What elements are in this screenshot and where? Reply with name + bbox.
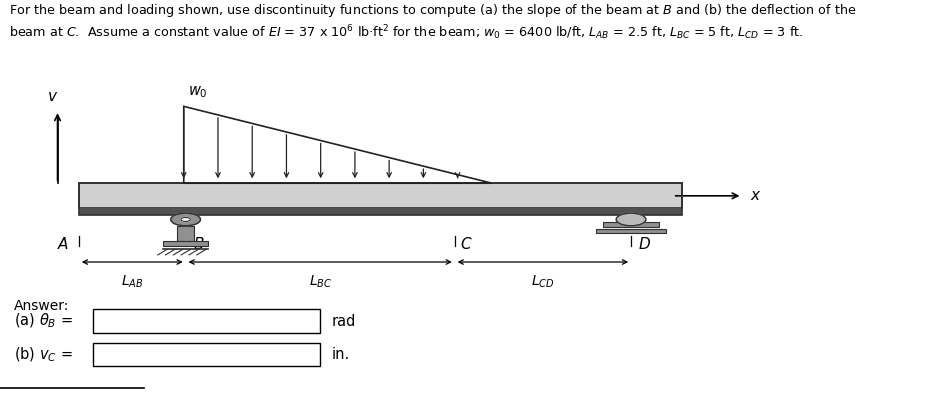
Bar (79, 208, 681, 215)
Text: beam at $C$.  Assume a constant value of $EI$ = 37 x 10$^6$ lb·ft$^2$ for the be: beam at $C$. Assume a constant value of … (9, 24, 803, 42)
Bar (603, 222, 658, 227)
FancyBboxPatch shape (93, 309, 320, 333)
Text: $L_{CD}$: $L_{CD}$ (530, 274, 554, 290)
Text: (a) $\theta_B$ =: (a) $\theta_B$ = (14, 312, 72, 330)
Circle shape (181, 217, 190, 221)
Bar (79, 183, 681, 208)
Text: $w_0$: $w_0$ (188, 85, 208, 100)
Text: Answer:: Answer: (14, 299, 70, 314)
Text: For the beam and loading shown, use discontinuity functions to compute (a) the s: For the beam and loading shown, use disc… (9, 2, 856, 19)
Text: $C$: $C$ (460, 236, 473, 253)
Text: $x$: $x$ (749, 188, 760, 203)
Text: $A$: $A$ (57, 236, 70, 253)
Bar (595, 229, 666, 233)
Text: in.: in. (331, 347, 349, 362)
Bar (177, 226, 194, 241)
Text: $L_{AB}$: $L_{AB}$ (121, 274, 144, 290)
Circle shape (616, 213, 645, 226)
Text: $D$: $D$ (638, 236, 651, 253)
Text: $v$: $v$ (47, 89, 58, 104)
Bar (163, 241, 208, 246)
FancyBboxPatch shape (93, 343, 320, 366)
Circle shape (171, 213, 200, 226)
Text: $L_{BC}$: $L_{BC}$ (309, 274, 331, 290)
Text: $B$: $B$ (193, 236, 204, 253)
Text: (b) $v_C$ =: (b) $v_C$ = (14, 346, 72, 364)
Bar (79, 183, 681, 215)
Text: rad: rad (331, 314, 355, 329)
